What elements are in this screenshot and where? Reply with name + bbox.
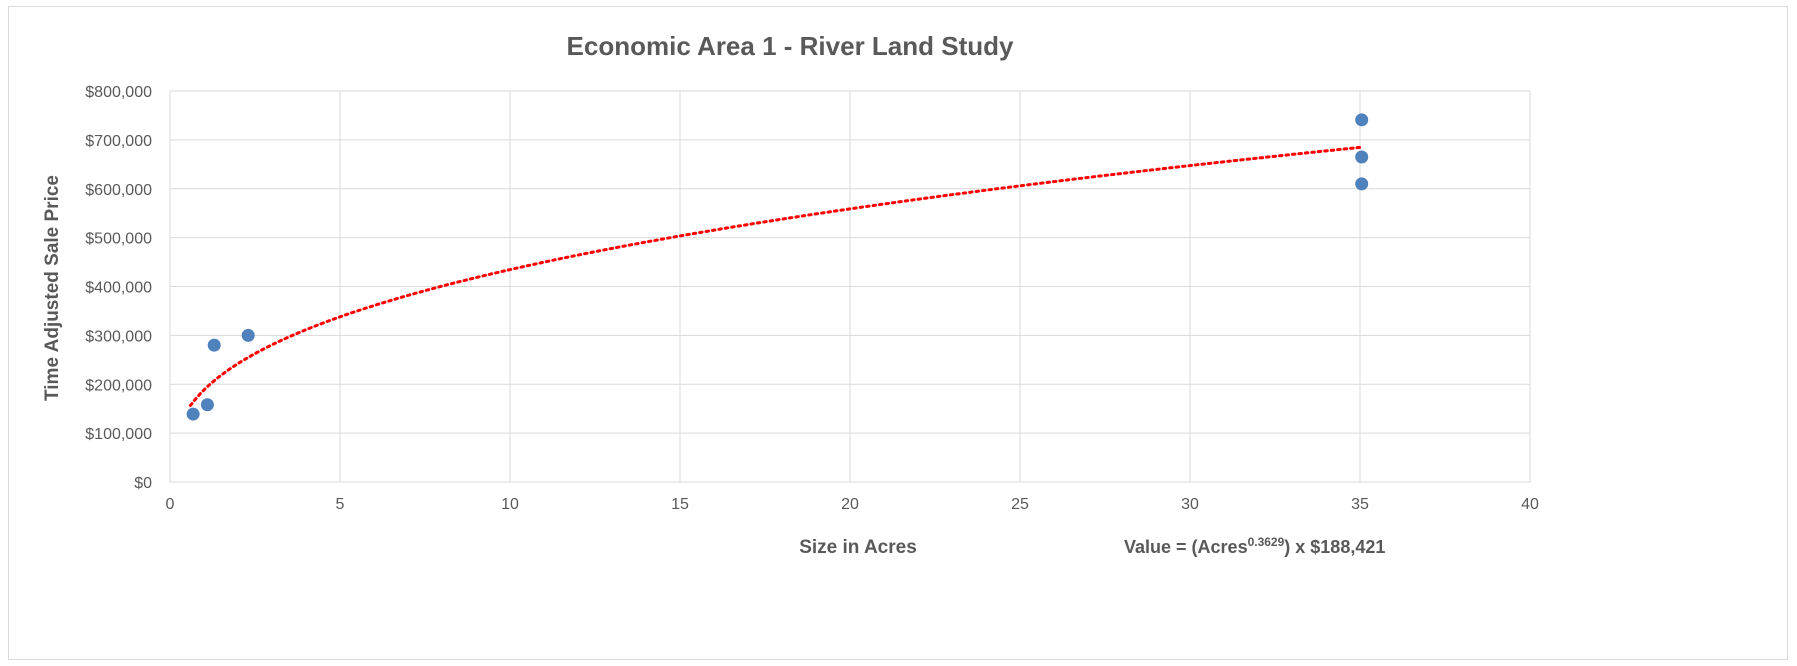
x-axis-ticks: 0 5 10 15 20 25 30 35 40 [166, 496, 1539, 513]
x-tick-label: 5 [336, 496, 345, 513]
y-axis-ticks: $0 $100,000 $200,000 $300,000 $400,000 $500,0… [85, 84, 152, 492]
data-point [200, 398, 214, 412]
y-tick-label: $300,000 [85, 328, 152, 345]
x-tick-label: 20 [841, 496, 859, 513]
y-tick-label: $0 [134, 475, 152, 492]
equation-exponent: 0.3629 [1248, 535, 1285, 549]
data-points [186, 113, 1369, 421]
gridlines [169, 90, 1531, 483]
x-tick-label: 35 [1351, 496, 1369, 513]
data-point [241, 328, 255, 342]
data-point [1355, 177, 1369, 191]
chart-title: Economic Area 1 - River Land Study [567, 31, 1014, 61]
x-tick-label: 40 [1521, 496, 1539, 513]
equation-prefix: Value = (Acres [1124, 537, 1248, 557]
y-tick-label: $700,000 [85, 133, 152, 150]
data-point [1355, 150, 1369, 164]
x-tick-label: 25 [1011, 496, 1029, 513]
trendline-equation: Value = (Acres0.3629) x $188,421 [1124, 535, 1385, 557]
data-point [1355, 113, 1369, 127]
x-axis-label: Size in Acres [799, 537, 917, 558]
x-tick-label: 10 [501, 496, 519, 513]
x-tick-label: 15 [671, 496, 689, 513]
chart-frame [8, 6, 1788, 660]
data-point [207, 338, 221, 352]
x-tick-label: 0 [166, 496, 175, 513]
equation-suffix: ) x $188,421 [1284, 537, 1385, 557]
y-tick-label: $400,000 [85, 280, 152, 297]
y-tick-label: $500,000 [85, 231, 152, 248]
y-tick-label: $200,000 [85, 377, 152, 394]
x-tick-label: 30 [1181, 496, 1199, 513]
y-tick-label: $100,000 [85, 426, 152, 443]
y-axis-label: Time Adjusted Sale Price [42, 175, 63, 401]
y-tick-label: $600,000 [85, 182, 152, 199]
y-tick-label: $800,000 [85, 84, 152, 101]
data-point [186, 407, 200, 421]
power-trendline [188, 145, 1364, 407]
